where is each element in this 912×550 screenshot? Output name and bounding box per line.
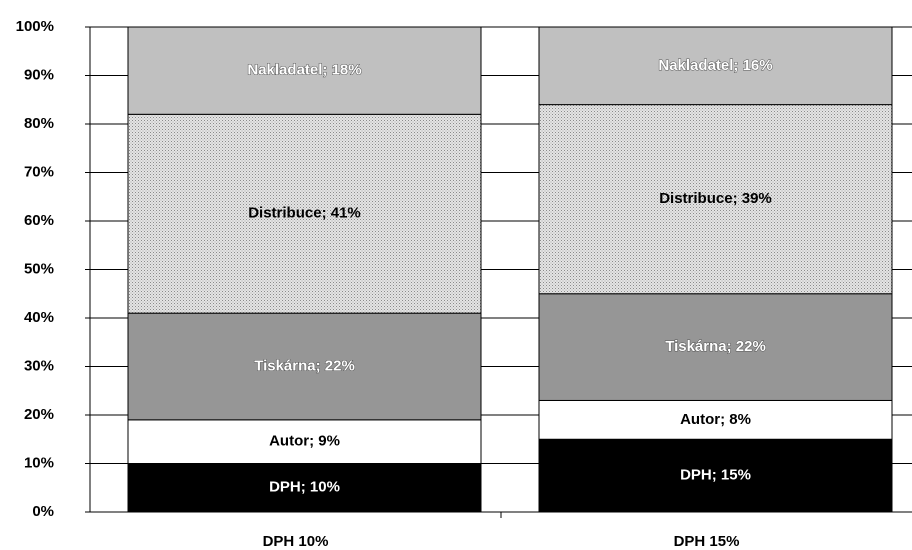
data-label: DPH; 15% xyxy=(680,467,751,484)
bar-segment xyxy=(127,312,482,421)
y-tick-label: 0% xyxy=(32,503,54,520)
y-tick-label: 10% xyxy=(24,454,54,471)
data-label: Autor; 8% xyxy=(680,411,751,428)
bar-segment xyxy=(538,104,893,295)
bar-segment xyxy=(538,293,893,401)
bar-segment xyxy=(127,419,482,465)
x-tick-label: DPH 10% xyxy=(263,533,329,550)
y-tick-label: 30% xyxy=(24,357,54,374)
y-tick-label: 20% xyxy=(24,406,54,423)
data-label: Tiskárna; 22% xyxy=(254,357,355,374)
data-label: Tiskárna; 22% xyxy=(665,338,766,355)
y-tick-label: 80% xyxy=(24,115,54,132)
bar-segment xyxy=(538,26,893,106)
y-tick-label: 60% xyxy=(24,212,54,229)
data-label: DPH; 10% xyxy=(269,479,340,496)
data-label: Autor; 9% xyxy=(269,433,340,450)
bar-segment xyxy=(538,399,893,440)
data-label: Distribuce; 39% xyxy=(659,190,772,207)
data-label: Nakladatel; 16% xyxy=(658,57,772,74)
x-tick-label: DPH 15% xyxy=(674,533,740,550)
y-tick-label: 100% xyxy=(16,18,54,35)
y-tick-label: 70% xyxy=(24,163,54,180)
y-tick-label: 40% xyxy=(24,309,54,326)
bar-segment xyxy=(127,113,482,314)
bar-segment xyxy=(127,26,482,115)
data-label: Nakladatel; 18% xyxy=(247,62,361,79)
y-tick-label: 90% xyxy=(24,66,54,83)
y-tick-label: 50% xyxy=(24,260,54,277)
data-label: Distribuce; 41% xyxy=(248,205,361,222)
